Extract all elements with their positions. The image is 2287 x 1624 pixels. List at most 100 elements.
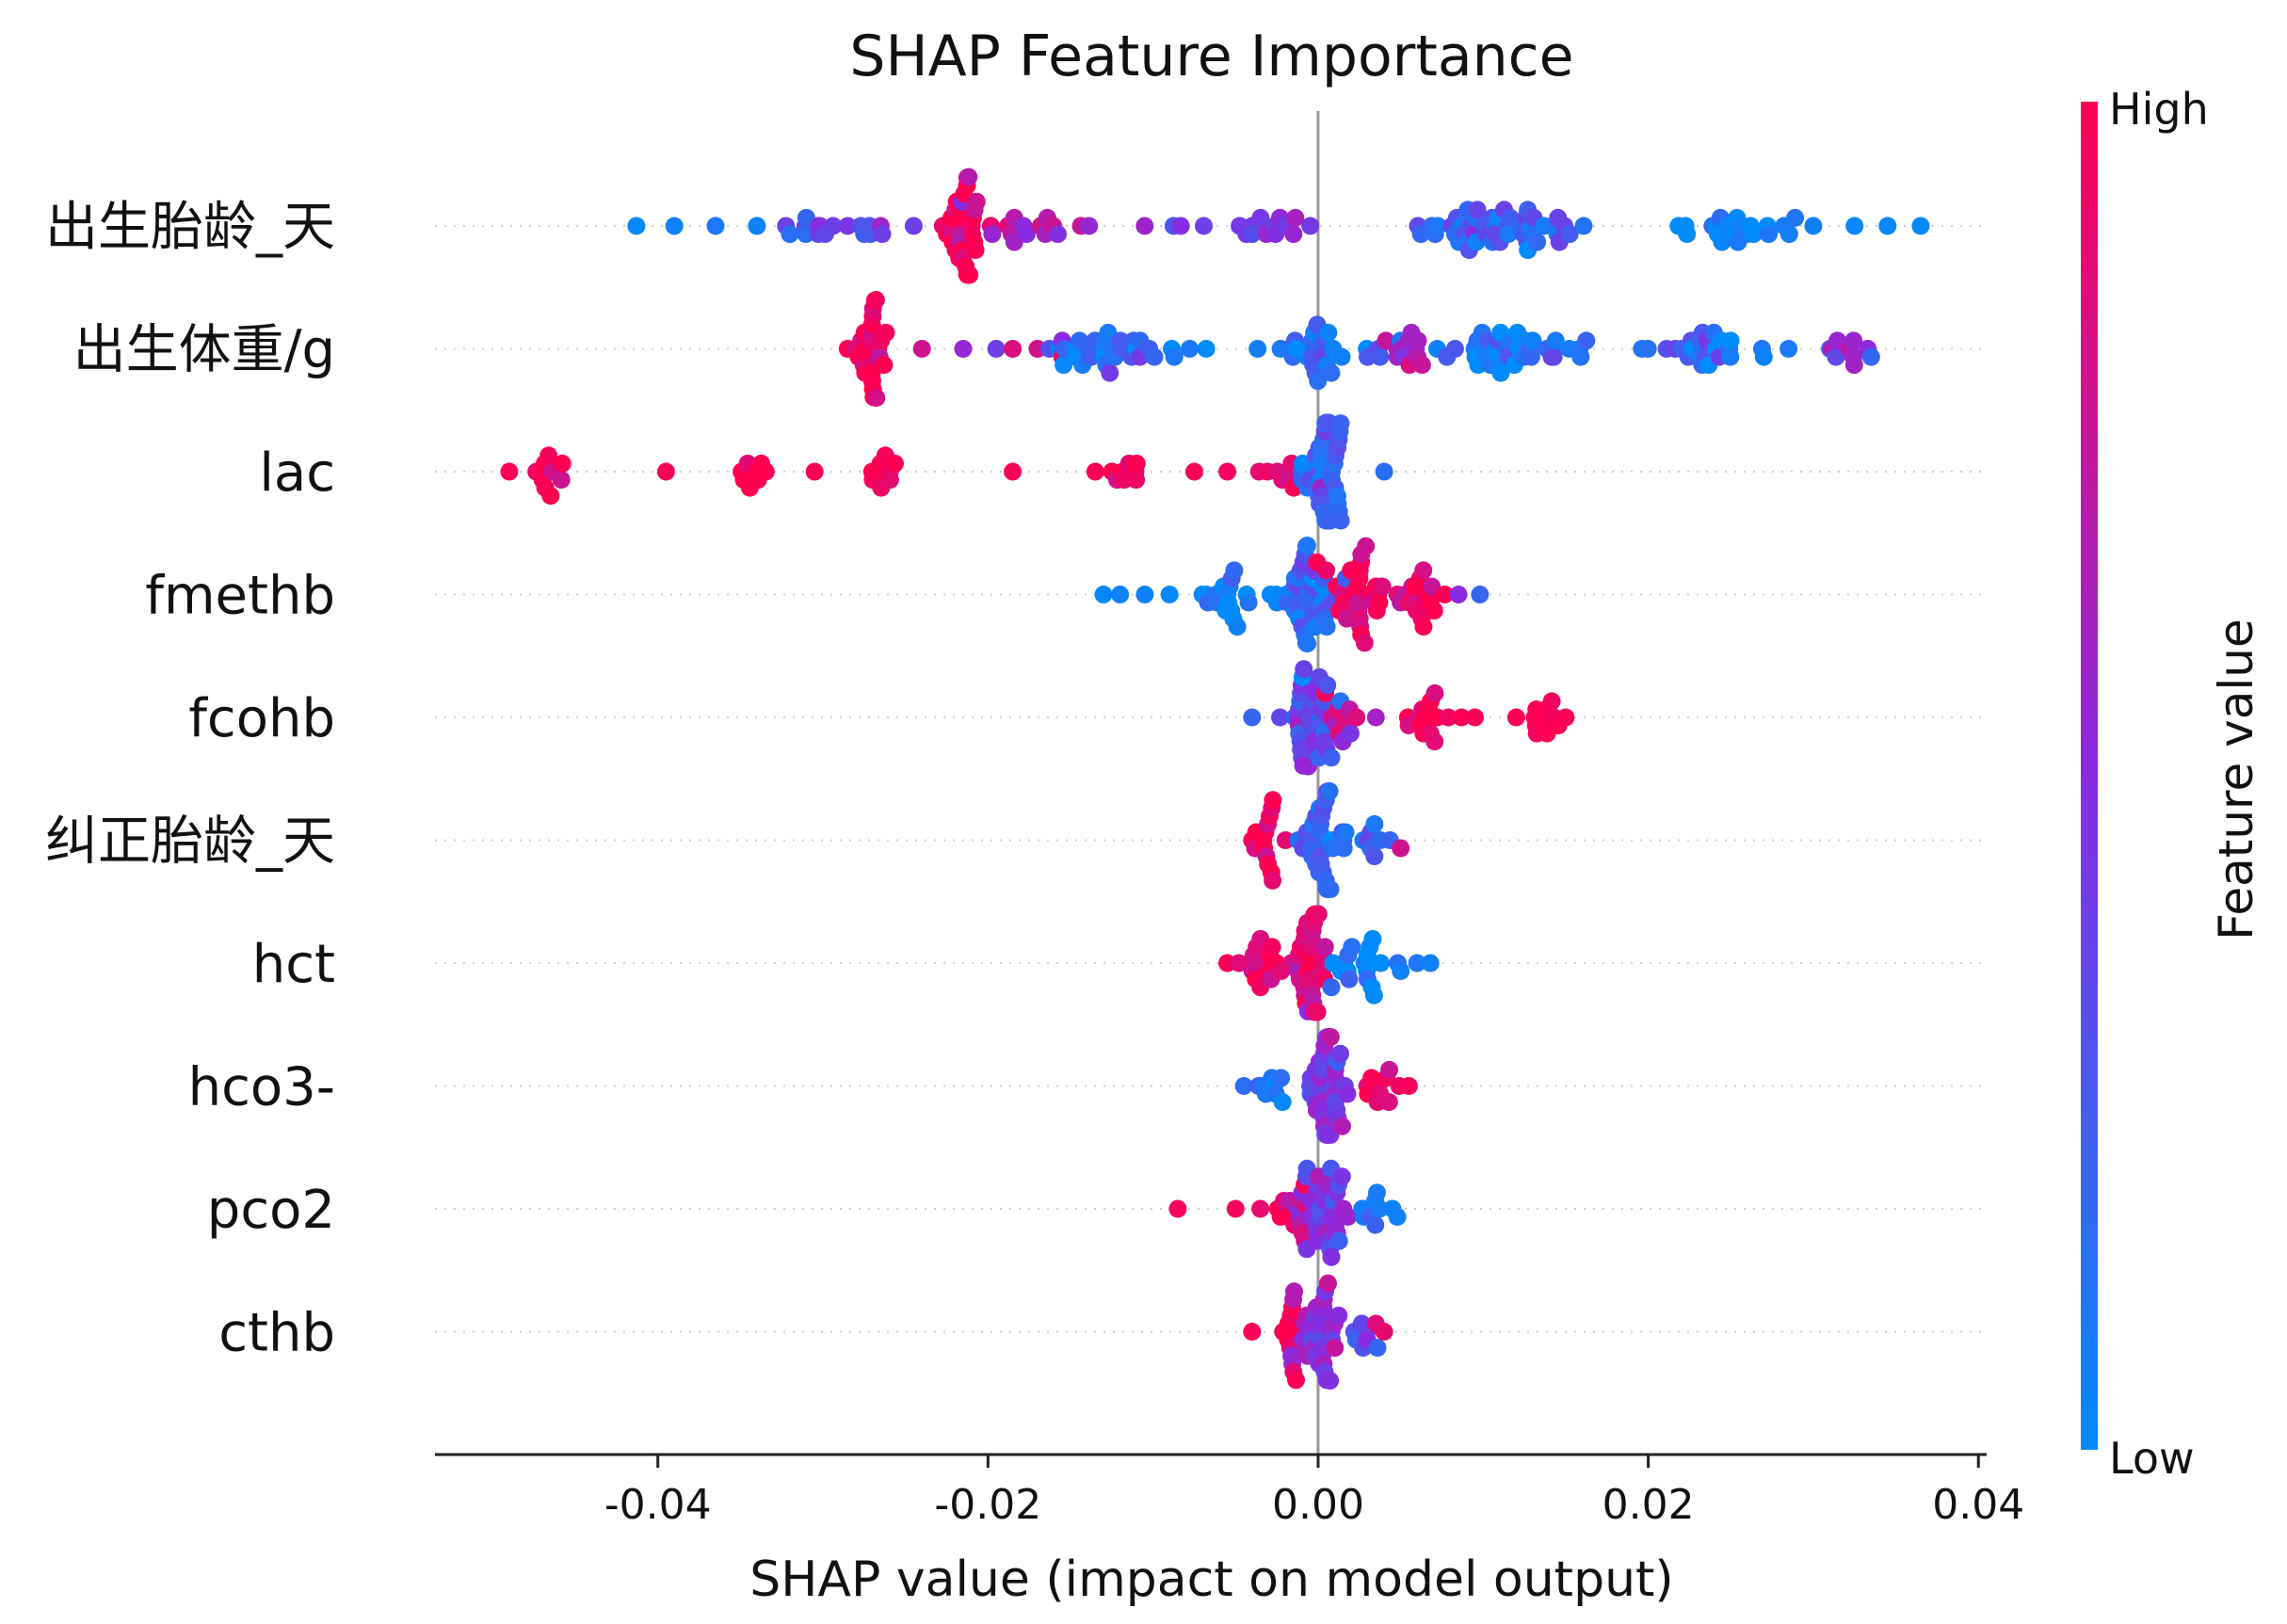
shap-point — [541, 487, 560, 506]
shap-point — [1243, 225, 1262, 244]
shap-point — [1355, 634, 1374, 652]
shap-point — [1425, 602, 1443, 620]
shap-point — [1301, 217, 1320, 235]
shap-point — [1326, 1339, 1345, 1358]
shap-point — [1399, 1077, 1418, 1095]
shap-point — [1365, 814, 1384, 833]
x-tick-label: 0.00 — [1272, 1481, 1364, 1529]
shap-point — [1336, 823, 1355, 842]
shap-point — [1380, 1060, 1398, 1079]
shap-point — [1318, 676, 1337, 695]
shap-point — [1370, 1199, 1389, 1218]
shap-point — [1911, 217, 1930, 235]
shap-point — [1523, 331, 1542, 350]
shap-point — [1556, 708, 1575, 727]
shap-point — [1145, 347, 1164, 366]
shap-point — [1309, 905, 1328, 924]
shap-point — [1195, 217, 1213, 235]
shap-point — [1321, 880, 1340, 898]
shap-point — [1445, 340, 1464, 358]
shap-point — [1226, 1199, 1245, 1218]
feature-label: lac — [259, 442, 335, 504]
shap-point — [1363, 929, 1382, 948]
shap-point — [1341, 724, 1360, 743]
chart-title: SHAP Feature Importance — [849, 24, 1573, 89]
shap-point — [1329, 1306, 1348, 1325]
shap-point — [1878, 217, 1897, 235]
shap-point — [1373, 577, 1392, 596]
shap-point — [1298, 635, 1317, 652]
shap-point — [1423, 577, 1441, 596]
shap-point — [1321, 1028, 1340, 1046]
shap-point — [1171, 217, 1190, 235]
shap-point — [1127, 454, 1146, 473]
shap-point — [1845, 217, 1864, 235]
feature-label: cthb — [218, 1303, 335, 1364]
shap-point — [1004, 462, 1023, 481]
shap-point — [1086, 462, 1104, 481]
shap-point — [1528, 233, 1547, 251]
shap-point — [748, 217, 766, 235]
shap-point — [1329, 1231, 1348, 1250]
shap-point — [627, 217, 646, 235]
x-tick-label: -0.04 — [604, 1481, 712, 1529]
shap-point — [1165, 347, 1184, 366]
shap-point — [1317, 561, 1335, 580]
shap-point — [1160, 586, 1179, 603]
shap-point — [1273, 1093, 1292, 1112]
shap-point — [1234, 1077, 1253, 1095]
feature-label: 出生胎龄_天 — [45, 197, 335, 258]
shap-point — [1319, 323, 1338, 342]
shap-point — [552, 471, 571, 490]
shap-point — [1392, 962, 1410, 980]
shap-point — [1368, 1183, 1386, 1202]
feature-label: hct — [252, 934, 335, 995]
shap-point — [966, 241, 985, 260]
shap-point — [954, 340, 973, 358]
shap-point — [1827, 347, 1845, 366]
shap-point — [1004, 340, 1023, 358]
shap-point — [1571, 347, 1590, 366]
shap-point — [987, 340, 1006, 358]
feature-label: pco2 — [207, 1180, 335, 1241]
x-tick-label: -0.02 — [934, 1481, 1041, 1529]
shap-point — [1392, 839, 1410, 858]
shap-point — [1295, 660, 1313, 679]
shap-point — [1276, 831, 1295, 849]
shap-point — [912, 340, 931, 358]
shap-point — [1412, 356, 1431, 375]
shap-point — [1049, 225, 1067, 244]
shap-point — [1317, 618, 1336, 636]
shap-point — [1251, 1199, 1270, 1218]
shap-point — [1320, 782, 1339, 800]
shap-point — [797, 225, 815, 244]
shap-point — [540, 446, 558, 465]
colorbar-title: Feature value — [2209, 619, 2263, 940]
shap-point — [1285, 1282, 1303, 1301]
shap-point — [1197, 340, 1216, 358]
shap-point — [1375, 462, 1393, 481]
shap-point — [1638, 340, 1657, 358]
shap-point — [1080, 217, 1099, 235]
shap-point — [1577, 331, 1596, 350]
shap-point — [1574, 217, 1593, 235]
shap-point — [1228, 618, 1247, 636]
shap-point — [1347, 708, 1366, 727]
feature-label: 纠正胎龄_天 — [45, 812, 335, 873]
shap-point — [1861, 347, 1880, 366]
shap-point — [1544, 347, 1563, 366]
shap-point — [1094, 586, 1113, 603]
shap-point — [1338, 1085, 1357, 1103]
shap-point — [1678, 225, 1697, 244]
shap-point — [1111, 586, 1130, 603]
shap-point — [1332, 347, 1351, 366]
shap-point — [1366, 1215, 1385, 1234]
shap-point — [1452, 708, 1471, 727]
shap-point — [983, 225, 1002, 244]
shap-point — [1101, 363, 1119, 382]
shap-point — [1321, 1372, 1340, 1390]
shap-point — [1017, 225, 1036, 244]
feature-label: fcohb — [188, 688, 335, 749]
